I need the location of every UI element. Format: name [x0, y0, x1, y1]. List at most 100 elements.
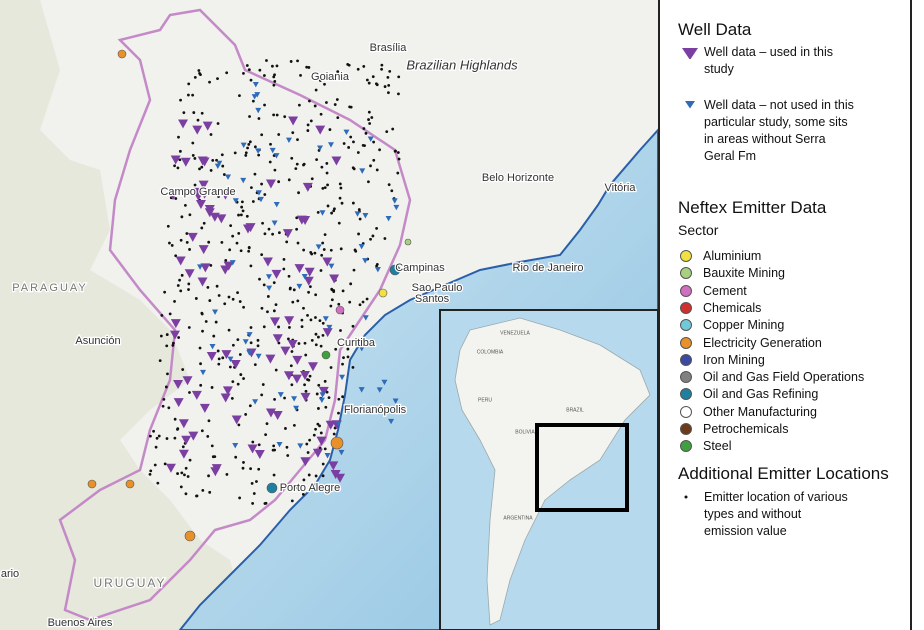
well-not-used	[358, 243, 365, 250]
emitter-dot	[179, 238, 183, 242]
place-label: Rio de Janeiro	[513, 262, 584, 274]
emitter-dot	[238, 353, 242, 356]
emitter-dot	[173, 164, 176, 168]
emitter-dot	[272, 83, 276, 87]
emitter-dot	[200, 226, 204, 230]
emitter-dot	[295, 227, 299, 231]
emitter-dot	[221, 164, 225, 168]
emitter-dot	[263, 193, 267, 196]
emitter-dot	[213, 455, 217, 459]
emitter-dot	[370, 116, 374, 119]
well-used	[216, 214, 227, 224]
legend-swatch	[680, 319, 692, 332]
emitter-dot	[191, 141, 195, 145]
emitter-dot	[168, 241, 171, 245]
well-used	[206, 351, 217, 361]
emitter-dot	[188, 248, 191, 251]
emitter-dot	[308, 438, 312, 442]
well-used	[315, 125, 326, 135]
legend-text: Petrochemicals	[703, 422, 789, 436]
emitter-dot	[222, 173, 226, 176]
emitter-dot	[227, 328, 231, 332]
emitter-dot	[299, 484, 303, 487]
emitter-dot	[367, 110, 371, 114]
emitter-dot	[302, 478, 306, 482]
well-not-used	[338, 449, 345, 456]
legend-text: Electricity Generation	[703, 335, 822, 350]
emitter-dot	[347, 146, 351, 149]
emitter-dot	[185, 232, 189, 235]
emitter-dot	[330, 211, 334, 215]
well-not-used	[316, 145, 323, 151]
emitter-dot	[184, 492, 188, 496]
legend-text: Iron Mining	[703, 352, 765, 367]
emitter-dot	[314, 427, 317, 431]
legend-text: Oil and Gas Refining	[703, 387, 819, 402]
emitter-dot	[361, 300, 365, 304]
emitter-site	[117, 49, 127, 59]
emitter-dot	[265, 59, 268, 62]
emitter-dot	[387, 183, 391, 187]
emitter-dot	[323, 447, 327, 451]
well-used	[204, 204, 215, 214]
well-used	[165, 463, 176, 473]
well-used	[265, 179, 276, 189]
well-not-used	[297, 443, 304, 449]
emitter-dot	[246, 146, 249, 150]
emitter-dot	[397, 157, 401, 161]
legend-swatch	[680, 405, 692, 418]
emitter-dot	[282, 257, 286, 261]
emitter-dot	[287, 274, 291, 278]
well-used	[272, 334, 283, 344]
emitter-dot	[208, 490, 212, 494]
emitter-dot	[330, 298, 334, 302]
emitter-dot	[200, 429, 204, 433]
emitter-dot	[314, 343, 318, 347]
well-used	[280, 346, 291, 356]
emitter-dot	[260, 306, 264, 310]
emitter-site	[125, 479, 135, 489]
inset-label: PERU	[478, 397, 492, 403]
emitter-dot	[300, 325, 304, 328]
emitter-dot	[155, 436, 159, 440]
emitter-dot	[361, 143, 365, 147]
emitter-dot	[195, 494, 198, 498]
well-used	[182, 376, 193, 386]
well-not-used	[391, 198, 398, 204]
well-used	[282, 229, 293, 239]
emitter-dot	[325, 101, 328, 104]
well-not-used	[273, 201, 280, 208]
well-not-used	[232, 198, 239, 204]
emitter-dot	[211, 158, 215, 162]
emitter-dot	[251, 440, 255, 444]
emitter-site	[87, 479, 97, 489]
emitter-dot	[188, 391, 191, 394]
emitter-dot	[178, 278, 181, 282]
emitter-dot	[290, 383, 294, 387]
well-used	[202, 121, 213, 131]
emitter-dot	[167, 406, 171, 410]
emitter-dot	[294, 486, 297, 490]
well-not-used	[232, 442, 239, 449]
legend-item: Aluminium	[680, 249, 761, 263]
emitter-dot	[165, 333, 169, 336]
emitter-dot	[385, 130, 389, 134]
well-not-used	[277, 392, 284, 398]
emitter-dot	[396, 171, 400, 175]
emitter-dot	[192, 111, 196, 114]
emitter-dot	[221, 356, 225, 360]
emitter-dot	[179, 485, 183, 489]
well-used	[220, 393, 231, 403]
emitter-dot	[296, 241, 300, 245]
emitter-dot	[348, 300, 352, 304]
legend-item: Oil and Gas Refining	[680, 387, 818, 401]
emitter-dot	[318, 424, 321, 428]
emitter-dot	[153, 463, 157, 467]
emitter-dot	[182, 111, 186, 115]
emitter-dot	[364, 131, 368, 135]
well-used	[270, 317, 281, 327]
emitter-dot	[181, 445, 185, 449]
dot	[684, 495, 688, 499]
well-used	[292, 355, 303, 365]
well-not-used	[254, 92, 261, 98]
